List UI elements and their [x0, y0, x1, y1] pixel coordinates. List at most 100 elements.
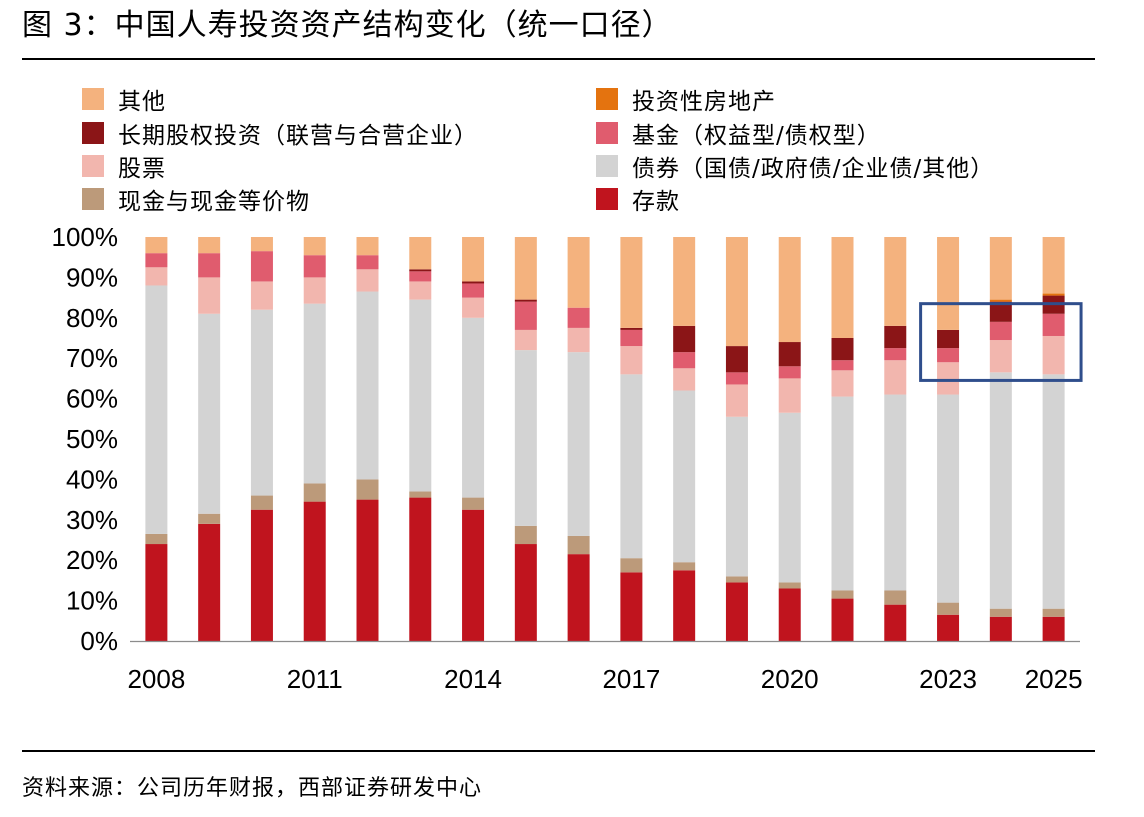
bar-segment	[567, 307, 590, 328]
legend-item-other: 其他	[82, 84, 166, 115]
bar-segment	[145, 533, 168, 545]
bar-segment	[462, 283, 485, 298]
bar-segment	[145, 544, 168, 641]
legend-item-funds: 基金（权益型/债权型）	[596, 118, 881, 149]
bar-segment	[198, 523, 221, 641]
bar-segment	[778, 237, 801, 343]
bar-segment	[778, 366, 801, 379]
bar-segment	[356, 255, 379, 270]
bar-segment	[937, 362, 960, 395]
legend-label: 债券（国债/政府债/企业债/其他）	[632, 156, 995, 182]
bar-segment	[831, 590, 854, 599]
bar-segment	[356, 237, 379, 256]
legend-item-deposits: 存款	[596, 184, 680, 215]
legend-swatch	[82, 188, 104, 210]
bar-segment	[145, 237, 168, 254]
bar-segment	[567, 554, 590, 641]
bar-segment	[937, 394, 960, 603]
bar-segment	[1042, 313, 1065, 336]
bar-segment	[620, 237, 643, 328]
bar-segment	[620, 374, 643, 559]
legend-label: 股票	[118, 156, 166, 182]
bar-segment	[250, 251, 273, 282]
legend-swatch	[596, 155, 618, 177]
bar-segment	[145, 253, 168, 268]
bar-segment	[356, 479, 379, 500]
bar-segment	[303, 277, 326, 304]
bar-segment	[937, 602, 960, 615]
bar-segment	[937, 329, 960, 349]
bar-segment	[567, 535, 590, 555]
bar-segment	[884, 394, 907, 591]
top-rule	[22, 58, 1095, 60]
bar-segment	[462, 317, 485, 498]
chart-legend: 其他 长期股权投资（联营与合营企业） 股票 现金与现金等价物 投资性房地产 基金…	[82, 84, 1082, 220]
legend-swatch	[596, 122, 618, 144]
bar-segment	[303, 255, 326, 278]
legend-label: 投资性房地产	[632, 89, 776, 115]
bar-segment	[1042, 293, 1065, 296]
bar-segment	[778, 588, 801, 641]
bar-segment	[884, 348, 907, 361]
bar-segment	[409, 299, 432, 492]
bar-segment	[514, 299, 537, 302]
y-tick-label: 20%	[66, 545, 118, 575]
bar-segment	[567, 327, 590, 353]
bar-segment	[1042, 616, 1065, 641]
bar-segment	[250, 237, 273, 252]
bar-segment	[356, 291, 379, 480]
bar-segment	[514, 301, 537, 330]
bar-segment	[620, 346, 643, 375]
bar-segment	[831, 338, 854, 361]
bar-segment	[989, 237, 1012, 300]
bar-segment	[409, 237, 432, 270]
legend-swatch	[82, 88, 104, 110]
bar-segment	[620, 329, 643, 347]
legend-item-bonds: 债券（国债/政府债/企业债/其他）	[596, 151, 995, 182]
bar-segment	[198, 313, 221, 514]
bar-segment	[884, 604, 907, 641]
bar-segment	[462, 281, 485, 284]
bar-segment	[620, 572, 643, 641]
bar-segment	[673, 352, 696, 369]
bar-segment	[303, 483, 326, 502]
bar-segment	[462, 237, 485, 282]
legend-label: 其他	[118, 89, 166, 115]
y-tick-label: 40%	[66, 464, 118, 494]
x-tick-label: 2025	[1025, 664, 1083, 694]
bar-segment	[514, 237, 537, 300]
bar-segment	[778, 342, 801, 367]
bar-segment	[409, 271, 432, 282]
x-tick-label: 2008	[127, 664, 185, 694]
highlight-box	[919, 302, 1083, 382]
bar-segment	[884, 590, 907, 605]
bar-segment	[725, 346, 748, 373]
bar-segment	[567, 352, 590, 536]
x-tick-label: 2023	[919, 664, 977, 694]
bar-segment	[673, 368, 696, 391]
bar-segment	[937, 614, 960, 641]
bar-segment	[198, 253, 221, 278]
bar-segment	[725, 384, 748, 417]
bar-segment	[1042, 608, 1065, 617]
bar-segment	[725, 237, 748, 347]
bar-segment	[1042, 335, 1065, 375]
bar-segment	[409, 491, 432, 498]
bar-segment	[250, 509, 273, 641]
y-tick-label: 60%	[66, 384, 118, 414]
bar-segment	[831, 237, 854, 338]
bar-segment	[303, 237, 326, 256]
bar-segment	[620, 327, 643, 330]
bar-segment	[725, 582, 748, 641]
bar-segment	[514, 350, 537, 526]
bar-segment	[409, 269, 432, 272]
bar-segment	[514, 525, 537, 545]
bar-segment	[725, 576, 748, 583]
bar-segment	[145, 285, 168, 534]
bar-segment	[831, 370, 854, 397]
legend-item-stocks: 股票	[82, 151, 166, 182]
legend-item-cash: 现金与现金等价物	[82, 184, 310, 215]
legend-label: 长期股权投资（联营与合营企业）	[118, 123, 478, 149]
stacked-bar-chart: 0% 10% 20% 30% 40% 50% 60% 70% 80% 90% 100% 2008 201…	[52, 222, 1083, 694]
bar-segment	[303, 501, 326, 641]
